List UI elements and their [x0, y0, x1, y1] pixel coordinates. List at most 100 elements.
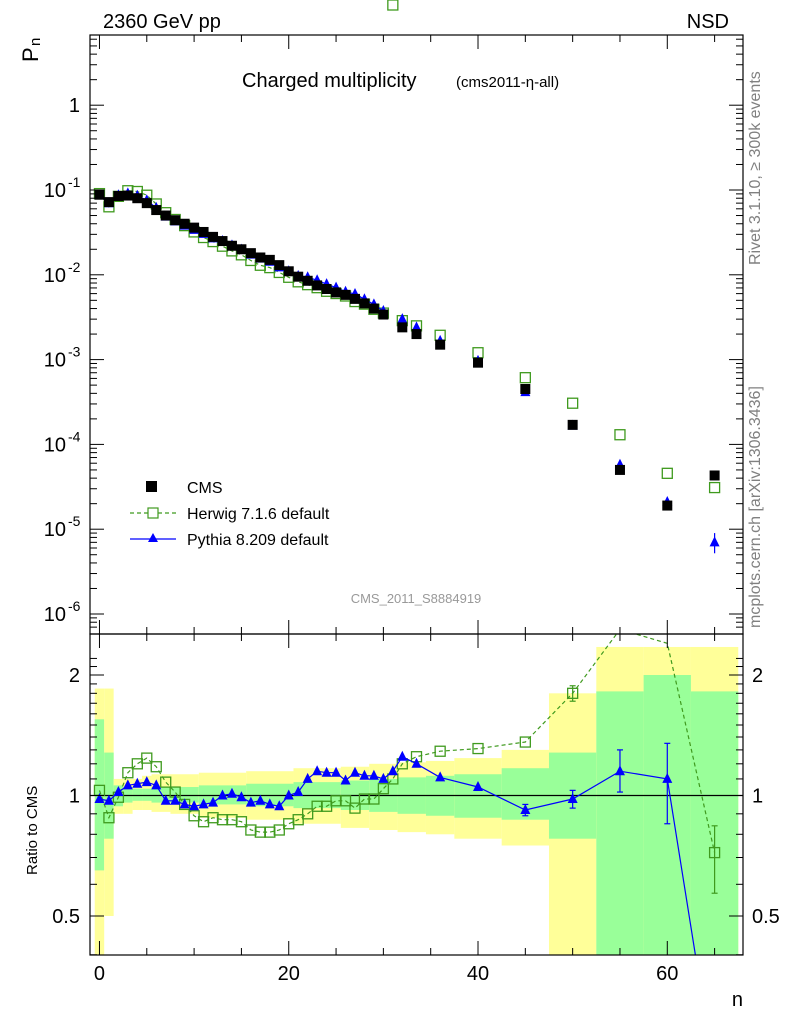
- cms-data-point: [520, 384, 531, 395]
- cms-data-point: [245, 248, 256, 259]
- pythia-ratio-point: [198, 798, 209, 809]
- pythia-ratio-point: [411, 757, 422, 768]
- pythia-ratio-point: [113, 786, 124, 797]
- band-inner: [690, 691, 739, 955]
- cms-data-point: [397, 322, 408, 333]
- pythia-ratio-point: [387, 765, 398, 776]
- pythia-ratio-point: [274, 800, 285, 811]
- pythia-ratio-point: [435, 771, 446, 782]
- rivet-label: Rivet 3.1.10, ≥ 300k events: [747, 71, 764, 265]
- herwig-ratio-point: [708, 846, 721, 859]
- cms-data-point: [473, 357, 484, 368]
- cms-data-point: [283, 266, 294, 277]
- pythia-ratio-point: [264, 798, 275, 809]
- y-tick-label: 10: [44, 265, 66, 287]
- herwig-ratio-point: [434, 745, 446, 757]
- cms-data-series: [94, 189, 720, 511]
- cms-data-point: [122, 190, 133, 201]
- herwig-ratio-point: [519, 736, 531, 748]
- herwig-main-point: [708, 481, 721, 494]
- cms-data-point: [255, 252, 266, 263]
- herwig-ratio-point: [283, 818, 295, 830]
- pythia-ratio-point: [255, 794, 266, 805]
- x-tick-label: 0: [94, 963, 105, 985]
- pythia-ratio-point: [368, 769, 379, 780]
- pythia-ratio-point: [283, 789, 294, 800]
- xlabel: n: [732, 989, 743, 1011]
- cms-data-point: [179, 218, 190, 229]
- pythia-ratio-point: [321, 766, 332, 777]
- pythia-ratio-point: [208, 796, 219, 807]
- herwig-ratio-point: [292, 814, 304, 826]
- cms-data-point: [709, 470, 720, 481]
- y-tick-exponent: -4: [68, 428, 81, 444]
- y-tick-exponent: -2: [68, 259, 81, 275]
- ratio-y-tick-label-right: 1: [752, 786, 763, 808]
- ratio-y-tick-label: 0.5: [52, 906, 80, 928]
- ylabel-p: P: [18, 47, 43, 62]
- herwig-ratio-point: [368, 793, 380, 805]
- band-inner: [123, 787, 133, 803]
- pythia-ratio-point: [160, 794, 171, 805]
- herwig-ratio-point: [103, 812, 115, 824]
- legend-pythia-marker: [148, 533, 158, 542]
- ratio-series: [90, 634, 743, 955]
- cms-data-point: [208, 231, 219, 242]
- y-tick-label: 10: [44, 434, 66, 456]
- cms-data-point: [103, 197, 114, 208]
- legend: CMS Herwig 7.1.6 default Pythia 8.209 de…: [130, 480, 330, 549]
- pythia-ratio-point: [662, 772, 673, 783]
- pythia-ratio-point: [245, 796, 256, 807]
- herwig-ratio-point: [188, 810, 200, 822]
- herwig-ratio-point: [339, 795, 352, 807]
- herwig-ratio-point: [349, 802, 361, 814]
- cms-data-point: [378, 309, 389, 320]
- herwig-ratio-point: [235, 816, 248, 828]
- cms-data-point: [198, 226, 209, 237]
- cms-data-point: [312, 280, 323, 291]
- cms-data-point: [113, 190, 124, 201]
- cms-data-point: [160, 210, 171, 221]
- band-inner: [596, 691, 644, 955]
- pythia-ratio-point: [94, 793, 105, 804]
- herwig-ratio-point: [472, 742, 484, 755]
- y-tick-label: 1: [69, 95, 80, 117]
- ratio-y-tick-label: 1: [69, 786, 80, 808]
- cms-data-point: [368, 303, 379, 314]
- legend-herwig-label: Herwig 7.1.6 default: [187, 506, 330, 523]
- herwig-main-point: [519, 372, 531, 384]
- cms-data-point: [662, 500, 673, 511]
- pythia-ratio-point: [122, 779, 133, 790]
- pythia-ratio-point: [226, 787, 237, 798]
- pythia-ratio-point: [151, 779, 162, 790]
- pythia-ratio-point: [331, 766, 342, 777]
- y-tick-label: 10: [44, 350, 66, 372]
- ylabel-sub: n: [27, 38, 44, 46]
- pythia-ratio-point: [141, 776, 152, 787]
- y-tick-exponent: -3: [68, 344, 81, 360]
- y-tick-exponent: -5: [68, 513, 81, 529]
- cms-data-point: [359, 298, 370, 309]
- pythia-ratio-point: [473, 781, 484, 792]
- pythia-main-point: [411, 321, 422, 332]
- ratio-uncertainty-bands: [94, 646, 739, 955]
- cms-data-point: [151, 205, 162, 216]
- herwig-ratio-point: [160, 776, 172, 788]
- herwig-ratio-point: [302, 808, 314, 820]
- header-right-label: NSD: [687, 11, 729, 33]
- pythia-ratio-point: [103, 794, 114, 805]
- pythia-ratio-point: [236, 791, 247, 802]
- cms-data-point: [236, 244, 247, 255]
- y-tick-label: 10: [44, 604, 66, 626]
- herwig-ratio-point: [567, 687, 579, 699]
- y-tick-exponent: -6: [68, 598, 81, 614]
- herwig-main-point: [661, 467, 673, 479]
- chart-title: Charged multiplicity: [242, 70, 417, 92]
- cms-data-point: [217, 236, 228, 247]
- legend-pythia-label: Pythia 8.209 default: [187, 532, 329, 549]
- herwig-ratio-point: [150, 761, 162, 773]
- ratio-axes: 0.5 0.51 12 20 20 40 60: [52, 633, 780, 985]
- main-panel: [93, 0, 721, 554]
- cms-data-point: [340, 289, 351, 300]
